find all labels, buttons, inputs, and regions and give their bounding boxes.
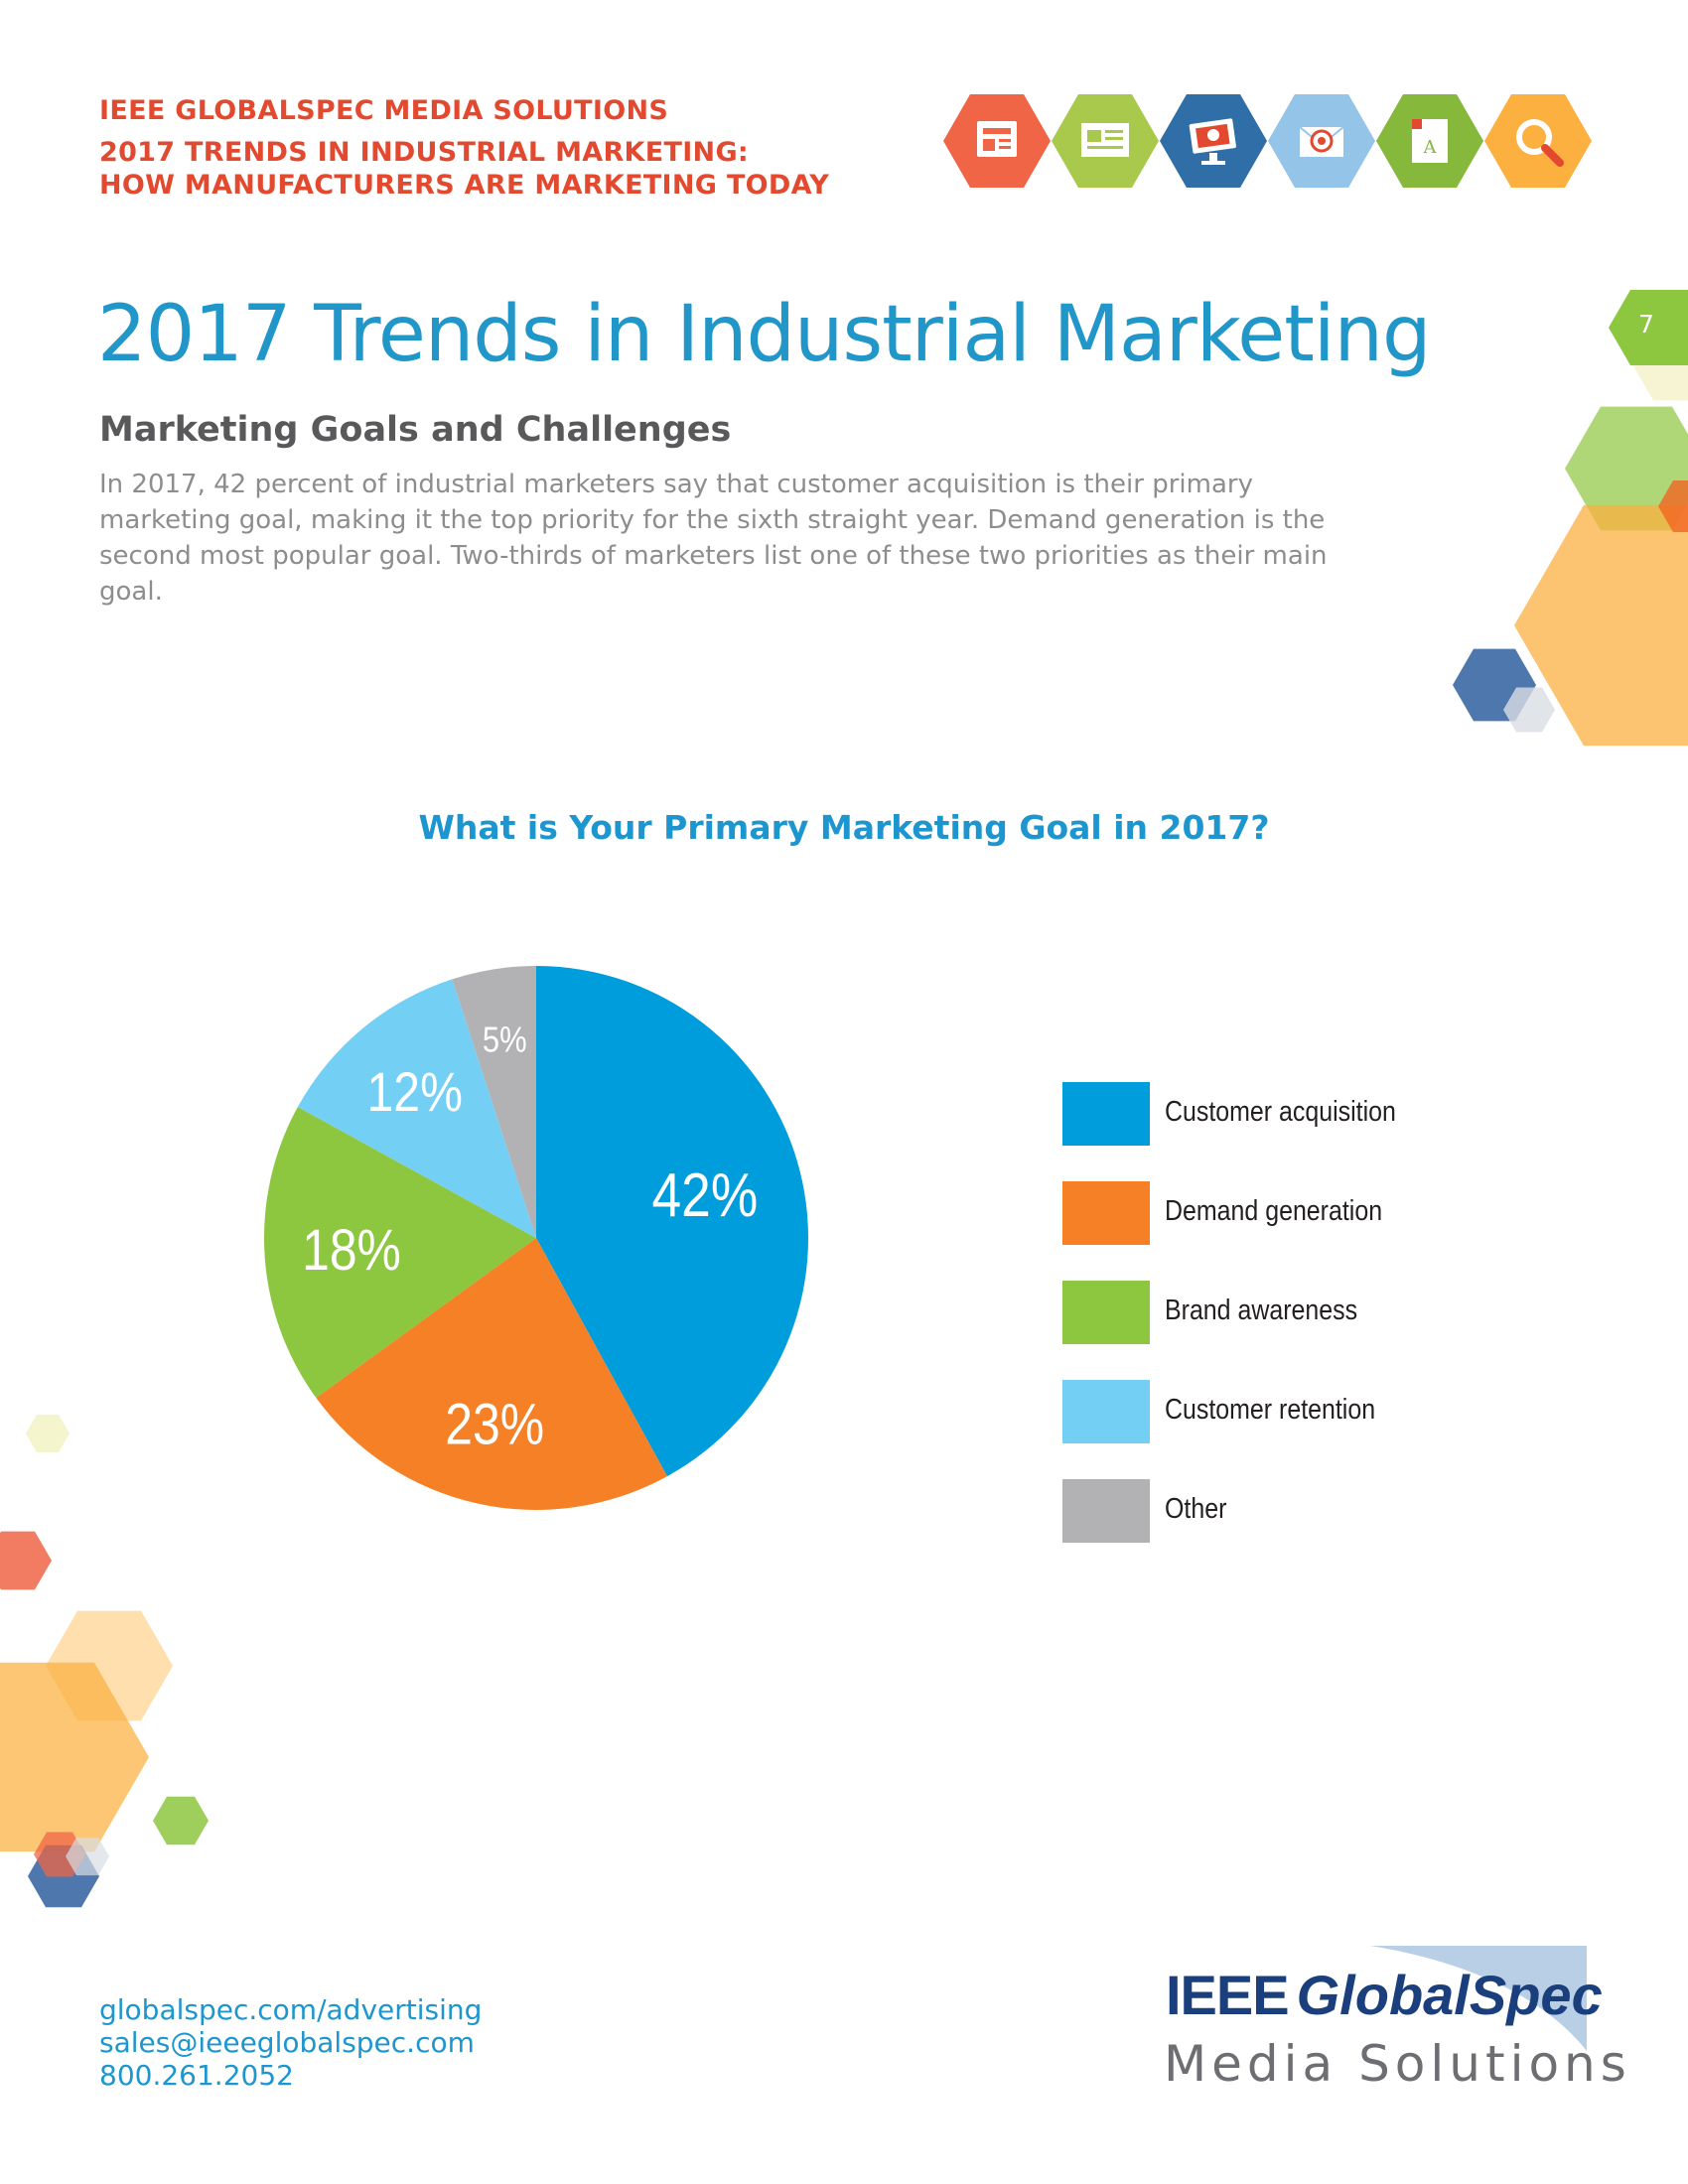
decorative-hexagon [1658,480,1688,532]
decorative-hexagon [66,1837,109,1876]
section-heading: Marketing Goals and Challenges [99,410,732,450]
legend-swatch [1062,1380,1150,1443]
document-icon [1052,94,1159,188]
decorative-hexagon [153,1796,209,1845]
pie-data-label: 42% [652,1161,759,1230]
header-icon-row: A [943,94,1592,188]
legend-swatch [1062,1181,1150,1245]
pie-data-label: 23% [445,1393,544,1456]
logo-subtitle: Media Solutions [1164,2035,1631,2093]
legend-item: Other [1062,1479,1460,1543]
pie-slice-brand-awareness [264,1107,536,1399]
legend-item: Brand awareness [1062,1281,1460,1344]
legend-item: Demand generation [1062,1181,1460,1245]
pie-chart: 42% 23% 18% 12% 5% [264,966,809,1510]
logo-ieee: IEEE [1166,1964,1290,2026]
logo-globalspec: GlobalSpec [1296,1964,1603,2026]
svg-text:A: A [1423,137,1438,158]
decorative-hexagon [0,1662,149,1852]
page-title: 2017 Trends in Industrial Marketing [97,290,1431,379]
pie-slice-customer-retention [297,979,536,1238]
pie-slice-demand-generation [316,1238,667,1510]
decorative-hexagon [0,1531,52,1590]
monitor-icon [1160,94,1267,188]
legend-swatch [1062,1082,1150,1146]
decorative-hexagon [26,1414,70,1453]
legend-item: Customer retention [1062,1380,1460,1443]
page-number: 7 [1638,310,1654,339]
search-icon [1484,94,1592,188]
header-report-subtitle: HOW MANUFACTURERS ARE MARKETING TODAY [99,170,830,201]
logo-wordmark: IEEE GlobalSpec [1166,1963,1603,2027]
legend-label: Other [1165,1493,1227,1525]
pie-slice-customer-acquisition [536,966,809,1477]
newspaper-icon [943,94,1051,188]
legend-swatch [1062,1281,1150,1344]
pie-data-label: 18% [302,1219,401,1283]
page-number-tab [1609,290,1688,365]
decorative-hexagon [1565,406,1688,531]
pie-data-label: 12% [367,1061,463,1123]
footer-website[interactable]: globalspec.com/advertising [99,1993,483,2026]
pie-data-label: 5% [483,1021,527,1060]
chart-title: What is Your Primary Marketing Goal in 2… [418,808,1270,847]
legend-label: Customer retention [1165,1394,1376,1426]
legend-item: Customer acquisition [1062,1082,1460,1146]
header-report-title: 2017 TRENDS IN INDUSTRIAL MARKETING: [99,137,750,168]
decorative-hexagon [1514,504,1688,747]
legend-label: Customer acquisition [1165,1096,1396,1128]
legend-label: Brand awareness [1165,1295,1358,1326]
footer-phone: 800.261.2052 [99,2059,294,2092]
footer-email[interactable]: sales@ieeeglobalspec.com [99,2026,475,2059]
intro-paragraph: In 2017, 42 percent of industrial market… [99,470,1328,607]
logo-swoosh [1370,1946,1587,2051]
email-target-icon [1268,94,1375,188]
legend-label: Demand generation [1165,1195,1383,1227]
pie-slice-other [452,966,536,1238]
header-brand-line: IEEE GLOBALSPEC MEDIA SOLUTIONS [99,95,669,126]
ad-page-icon: A [1376,94,1483,188]
decorative-hexagon [1503,687,1555,733]
legend-swatch [1062,1479,1150,1543]
